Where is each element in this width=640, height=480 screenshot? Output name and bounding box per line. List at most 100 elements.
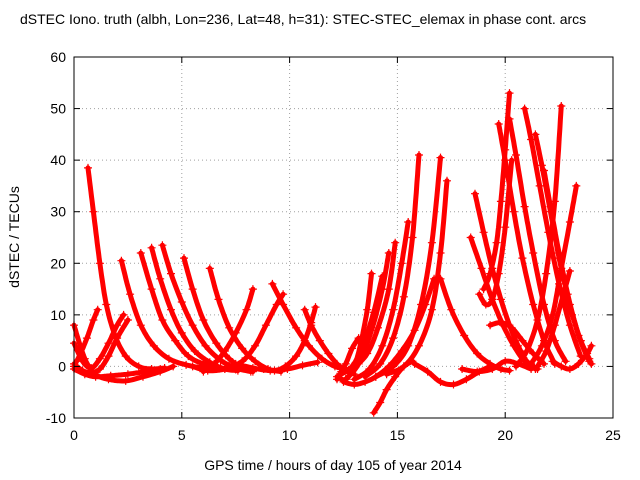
- data-point: [391, 238, 400, 247]
- data-point: [473, 367, 482, 376]
- series-arc-42: [512, 102, 566, 371]
- data-point: [410, 326, 419, 335]
- data-point: [415, 341, 423, 350]
- data-point: [501, 156, 510, 165]
- data-point: [158, 316, 167, 324]
- data-point: [565, 321, 574, 330]
- data-point: [300, 336, 309, 345]
- x-axis-label: GPS time / hours of day 105 of year 2014: [204, 457, 462, 473]
- data-point: [486, 269, 495, 278]
- data-point: [436, 274, 445, 283]
- data-point: [410, 359, 419, 368]
- plot-frame: [73, 56, 614, 419]
- data-point: [248, 364, 257, 372]
- data-point: [509, 207, 518, 216]
- data-point: [520, 104, 529, 113]
- data-point: [471, 189, 479, 198]
- data-point: [136, 249, 145, 257]
- data-point: [481, 300, 490, 309]
- data-point: [529, 300, 538, 309]
- data-point: [149, 341, 158, 350]
- data-point: [505, 89, 514, 98]
- data-point: [220, 347, 229, 355]
- data-point: [447, 305, 456, 314]
- data-point: [466, 233, 475, 242]
- y-tick-label: 30: [50, 204, 66, 220]
- data-point: [537, 161, 546, 170]
- data-point: [298, 361, 307, 370]
- data-point: [488, 365, 497, 373]
- x-tick-label: 20: [497, 427, 513, 443]
- data-point: [156, 274, 165, 283]
- y-tick-label: 0: [58, 358, 66, 374]
- data-point: [261, 321, 270, 330]
- data-point: [104, 352, 113, 361]
- data-point: [518, 254, 527, 263]
- data-point: [496, 197, 505, 206]
- data-point: [167, 305, 175, 314]
- data-point: [268, 279, 277, 288]
- data-point: [443, 176, 451, 185]
- series-arc-23: [337, 238, 400, 376]
- data-point: [496, 295, 505, 304]
- data-point: [339, 377, 348, 386]
- series-arc-25: [361, 151, 423, 381]
- data-point: [82, 334, 91, 343]
- data-point: [384, 285, 393, 294]
- data-point: [113, 321, 122, 330]
- data-point: [486, 321, 495, 330]
- data-point: [160, 364, 169, 372]
- data-point: [391, 372, 400, 381]
- data-point: [76, 349, 85, 358]
- data-point: [283, 365, 292, 373]
- data-point: [408, 233, 417, 242]
- x-tick-label: 10: [282, 427, 298, 443]
- data-point: [557, 264, 566, 273]
- data-point: [550, 321, 559, 330]
- data-point: [361, 377, 370, 386]
- data-point: [214, 295, 223, 304]
- data-point: [78, 357, 87, 366]
- data-point: [507, 323, 516, 332]
- data-point: [354, 334, 363, 343]
- data-point: [136, 321, 145, 330]
- data-point: [542, 347, 551, 355]
- series-line: [200, 286, 256, 375]
- y-axis-label: dSTEC / TECUs: [6, 186, 22, 288]
- data-point: [363, 305, 372, 314]
- data-point: [565, 365, 574, 373]
- data-point: [529, 249, 538, 257]
- data-point: [307, 321, 316, 330]
- data-point: [147, 285, 156, 294]
- data-point: [501, 223, 510, 232]
- data-point: [341, 359, 350, 368]
- data-point: [550, 197, 559, 206]
- data-point: [531, 130, 540, 139]
- x-tick-label: 0: [70, 427, 78, 443]
- data-point: [501, 357, 510, 366]
- series-arc-37: [505, 114, 570, 366]
- series-arc-14: [188, 290, 288, 375]
- data-point: [561, 357, 570, 366]
- data-point: [117, 256, 126, 265]
- series-line: [513, 103, 564, 369]
- data-point: [199, 316, 208, 324]
- data-point: [389, 305, 398, 314]
- y-tick-label: 10: [50, 307, 66, 323]
- data-point: [182, 360, 191, 369]
- data-point: [177, 328, 186, 337]
- data-point: [123, 370, 132, 379]
- data-point: [449, 380, 458, 389]
- data-point: [587, 341, 596, 350]
- data-point: [111, 331, 119, 340]
- series-line: [351, 219, 411, 382]
- data-point: [533, 316, 542, 324]
- data-point: [348, 344, 357, 353]
- data-point: [324, 349, 333, 358]
- data-point: [188, 285, 197, 294]
- data-point: [568, 310, 576, 319]
- data-point: [95, 365, 104, 373]
- data-point: [248, 285, 257, 294]
